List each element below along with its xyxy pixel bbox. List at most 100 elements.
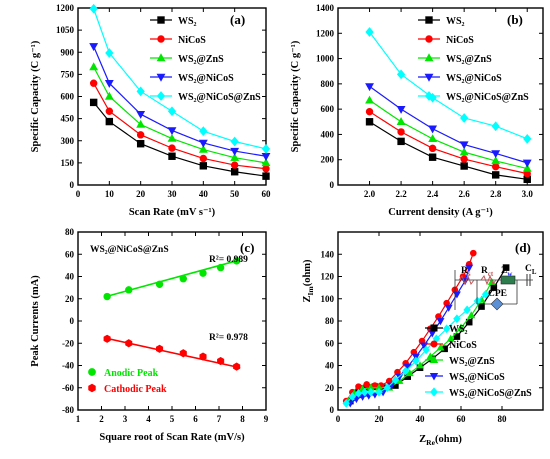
x-tick-label: 40 <box>199 189 209 199</box>
data-point <box>442 324 451 334</box>
data-point <box>453 314 461 324</box>
y-tick-label: 450 <box>61 114 75 124</box>
legend-label: WS₂ <box>446 16 465 27</box>
x-tick-label: 60 <box>457 414 467 424</box>
data-point <box>179 349 187 358</box>
x-tick-label: 50 <box>230 189 240 199</box>
panel-a: 0 10 20 30 40 50 60015030045060075090010501200… <box>30 3 271 218</box>
x-axis-label: Square root of Scan Rate (mV/s) <box>99 432 245 443</box>
legend-marker <box>88 368 96 376</box>
data-point <box>367 387 375 397</box>
y-tick-label: 80 <box>325 316 335 326</box>
x-tick-label: 7 <box>217 414 222 424</box>
data-point <box>426 352 435 360</box>
y-tick-label: 1000 <box>316 54 335 64</box>
legend-marker <box>156 53 166 62</box>
data-point <box>491 121 500 132</box>
data-point <box>261 143 271 154</box>
data-point <box>444 304 453 312</box>
legend-label: WS₂@NiCoS@ZnS <box>446 92 529 103</box>
x-tick-label: 0 <box>76 189 81 199</box>
data-point <box>230 136 239 147</box>
data-point <box>436 343 445 351</box>
legend-marker <box>430 324 438 332</box>
y-tick-label: 100 <box>321 294 335 304</box>
data-point <box>467 311 476 319</box>
data-point <box>481 289 490 299</box>
data-point <box>469 249 477 257</box>
data-point <box>422 345 430 355</box>
data-point <box>391 375 400 385</box>
x-tick-label: 80 <box>498 414 508 424</box>
y-tick-label: 60 <box>65 249 75 259</box>
legend-label: WS₂ <box>178 16 197 27</box>
data-point <box>457 323 465 331</box>
data-point <box>230 147 240 156</box>
data-point <box>396 105 406 114</box>
data-point <box>502 264 510 271</box>
series-WS2@ZnS <box>89 62 271 167</box>
data-point <box>136 119 146 128</box>
data-point <box>103 292 111 301</box>
legend-marker <box>424 91 434 101</box>
rs-label: Rs <box>461 266 471 278</box>
legend-marker <box>157 35 165 43</box>
series-cathodic <box>103 334 241 371</box>
legend-marker <box>157 16 165 24</box>
data-point <box>199 162 208 170</box>
data-point <box>428 153 437 161</box>
data-point <box>460 162 468 170</box>
data-point <box>365 27 374 37</box>
data-point <box>155 280 164 288</box>
data-point <box>168 152 176 160</box>
series-WS2@NiCoS <box>89 43 271 161</box>
data-point <box>446 334 455 342</box>
series-line <box>369 99 528 170</box>
data-point <box>405 369 414 377</box>
y-tick-label: 1400 <box>316 3 335 13</box>
data-point <box>460 113 469 123</box>
legend-label: WS₂@ZnS <box>178 54 224 65</box>
series-NiCoS <box>89 79 270 173</box>
series-NiCoS <box>342 249 477 405</box>
x-axis-label: ZRe(ohm) <box>419 434 462 447</box>
panel-c: 1 2 3 4 5 6 7 8 9 -80 -60 -40 -20 0 20 40 60 80 Square roo… <box>30 227 269 443</box>
zw-label: Zw <box>501 266 512 278</box>
series-line <box>369 111 528 175</box>
data-point <box>365 107 374 116</box>
data-point <box>452 291 461 299</box>
panel-label: (c) <box>240 240 254 255</box>
x-tick-label: 3 <box>123 414 128 424</box>
data-point <box>168 144 176 152</box>
r2-annotation: R²= 0.978 <box>209 333 248 343</box>
y-tick-label: 20 <box>325 383 335 393</box>
data-point <box>478 303 485 310</box>
x-tick-label: 10 <box>105 189 115 199</box>
data-point <box>262 172 270 180</box>
y-tick-label: 120 <box>321 272 335 282</box>
data-point <box>261 158 271 167</box>
y-tick-label: -40 <box>62 361 74 371</box>
y-tick-label: 40 <box>325 361 335 371</box>
data-point <box>342 398 350 408</box>
y-tick-label: 0 <box>330 180 335 190</box>
x-tick-label: 30 <box>168 189 178 199</box>
data-point <box>428 125 438 134</box>
data-point <box>167 127 177 136</box>
legend-marker <box>430 387 438 397</box>
data-point <box>230 161 239 169</box>
x-tick-label: 20 <box>136 189 146 199</box>
y-tick-label: 900 <box>61 47 75 57</box>
y-tick-label: -80 <box>62 405 74 415</box>
y-tick-label: 80 <box>65 227 75 237</box>
data-point <box>232 257 241 265</box>
data-point <box>104 91 114 100</box>
data-point <box>125 286 133 294</box>
data-point <box>465 264 474 272</box>
y-tick-label: 400 <box>321 129 335 139</box>
data-point <box>199 352 207 361</box>
data-point <box>262 165 270 173</box>
data-point <box>125 339 133 348</box>
data-point <box>89 98 98 107</box>
series-WS2@NiCoS@ZnS <box>342 289 490 408</box>
